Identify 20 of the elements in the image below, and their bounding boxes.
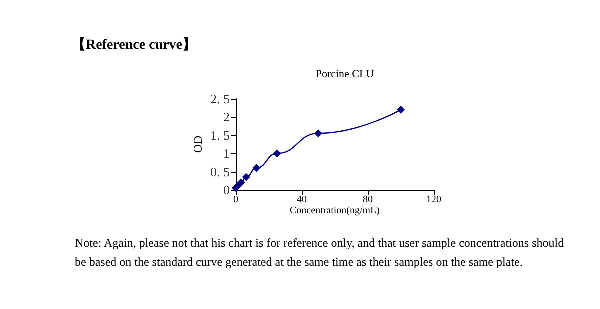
point [273, 150, 282, 158]
y-tick-label: 1. 5 [210, 128, 230, 143]
y-tick-label: 2. 5 [210, 92, 230, 106]
x-tick-label: 40 [297, 194, 307, 206]
point [252, 164, 261, 172]
x-axis-title: Concentration(ng/mL) [290, 206, 380, 216]
x-tick-label: 0 [234, 194, 238, 206]
point [314, 130, 322, 138]
point [397, 106, 405, 114]
x-tick-label: 120 [426, 194, 442, 206]
chart-title: Porcine CLU [316, 68, 374, 80]
y-tick-label: 0. 5 [210, 164, 230, 180]
y-axis-title: OD [191, 136, 205, 154]
y-tick-label: 2 [224, 110, 230, 125]
point [242, 173, 250, 182]
text: 【Reference curve】 [72, 36, 197, 54]
point [237, 178, 246, 187]
text: Note: Again, please not that his chart is for reference only, and that user sample concentrations should be based on the standard curve generated at the same time as their samples on the same plate. [75, 235, 566, 271]
x-tick-label: 80 [363, 194, 373, 206]
y-tick-label: 1 [224, 146, 230, 162]
